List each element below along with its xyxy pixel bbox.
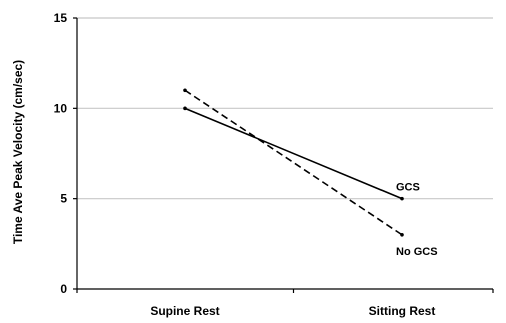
series-line-gcs (184, 107, 403, 200)
y-tick-labels: 0 5 10 15 (54, 11, 68, 296)
data-point (183, 88, 187, 93)
series-label: No GCS (396, 246, 438, 258)
axes (73, 17, 494, 293)
series-label: GCS (396, 182, 420, 194)
data-point (183, 106, 187, 111)
data-point (400, 233, 404, 237)
y-tick-label: 10 (54, 101, 68, 115)
x-tick-labels: Supine Rest Sitting Rest (150, 304, 435, 318)
x-tick-label: Supine Rest (150, 304, 219, 318)
y-tick-label: 15 (54, 11, 68, 25)
x-tick-label: Sitting Rest (369, 304, 436, 318)
series-line-no-gcs (184, 89, 403, 236)
y-tick-label: 5 (60, 192, 67, 206)
gridlines (77, 17, 493, 200)
y-tick-label: 0 (60, 282, 67, 296)
y-axis-title: Time Ave Peak Velocity (cm/sec) (11, 60, 25, 244)
data-point (400, 196, 404, 201)
series-group: GCS No GCS (183, 88, 438, 258)
